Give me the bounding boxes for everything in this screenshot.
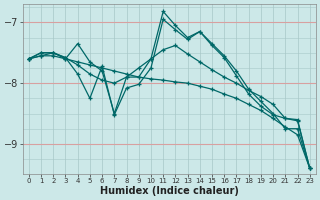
X-axis label: Humidex (Indice chaleur): Humidex (Indice chaleur)	[100, 186, 239, 196]
